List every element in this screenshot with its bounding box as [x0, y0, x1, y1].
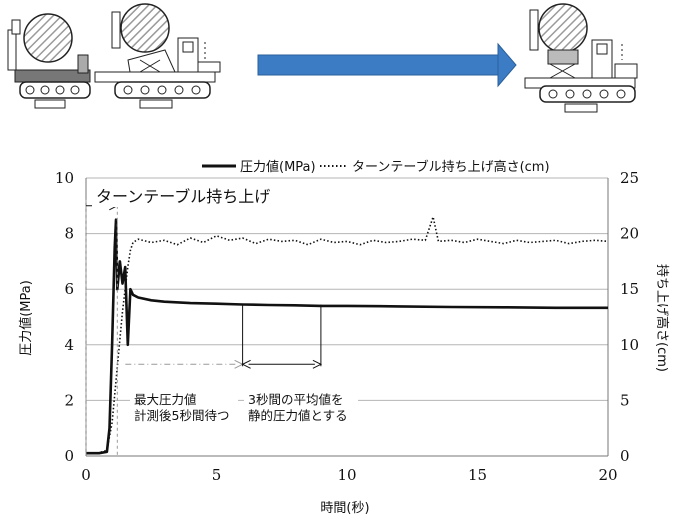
- y-right-tick-label-5: 25: [620, 169, 639, 187]
- annotation-turntable-lift: ターンテーブル持ち上げ: [96, 187, 270, 206]
- legend-label-height: ターンテーブル持ち上げ高さ(cm): [352, 159, 550, 175]
- y-right-tick-label-2: 10: [620, 336, 639, 354]
- legend: 圧力値(MPa) ターンテーブル持ち上げ高さ(cm): [202, 159, 550, 175]
- x-tick-label-2: 10: [337, 466, 356, 484]
- transition-arrow: [257, 42, 517, 88]
- y-right-tick-label-1: 5: [620, 391, 630, 409]
- y-left-tick-label-0: 0: [64, 447, 74, 465]
- forestry-machine-1: [7, 13, 91, 109]
- y-left-tick-label-2: 4: [64, 336, 74, 354]
- x-tick-label-0: 0: [81, 466, 91, 484]
- y-right-tick-label-0: 0: [620, 447, 630, 465]
- wait-arrow-head: [234, 359, 244, 369]
- x-tick-label-3: 15: [468, 466, 487, 484]
- x-tick-labels: 0 5 10 15 20: [81, 466, 617, 484]
- y-right-axis-title: 持ち上げ高さ(cm): [654, 264, 670, 372]
- x-tick-label-1: 5: [212, 466, 222, 484]
- chart: 0 5 10 15 20 0 2 4 6 8 10 0 5 10 15 20 25 圧力値(MPa) ターン…: [18, 159, 670, 516]
- y-right-tick-labels: 0 5 10 15 20 25: [620, 169, 639, 465]
- annotations: ターンテーブル持ち上げ 最大圧力値 計測後5秒間待つ 3秒間の平均値を 静的圧力…: [92, 185, 358, 428]
- series-line-lift-height: [85, 213, 609, 455]
- y-left-tick-label-4: 8: [64, 225, 74, 243]
- y-right-tick-label-3: 15: [620, 280, 639, 298]
- annotation-average-line2: 静的圧力値とする: [248, 408, 348, 423]
- y-left-axis-title: 圧力値(MPa): [18, 280, 34, 356]
- x-axis-title: 時間(秒): [320, 501, 369, 516]
- x-tick-label-4: 20: [598, 466, 617, 484]
- legend-label-pressure: 圧力値(MPa): [240, 159, 316, 175]
- annotation-max-pressure-line2: 計測後5秒間待つ: [134, 408, 229, 423]
- average-window-arrow-right: [312, 359, 323, 369]
- machine-illustration-after: [524, 3, 638, 113]
- y-left-tick-label-5: 10: [55, 169, 74, 187]
- log-icon: [23, 13, 73, 63]
- machine-illustration-before: [7, 3, 221, 109]
- series-group: [85, 213, 609, 455]
- y-left-tick-label-3: 6: [64, 280, 74, 298]
- y-left-tick-labels: 0 2 4 6 8 10: [55, 169, 74, 465]
- y-right-tick-label-4: 20: [620, 225, 639, 243]
- y-left-tick-label-1: 2: [64, 391, 74, 409]
- average-window-arrow-left: [241, 359, 251, 369]
- annotation-max-pressure-line1: 最大圧力値: [134, 392, 197, 407]
- forestry-machine-2: [94, 3, 221, 109]
- series-line-pressure: [86, 218, 608, 455]
- annotation-average-line1: 3秒間の平均値を: [248, 392, 343, 407]
- annotation-markers: [85, 199, 323, 456]
